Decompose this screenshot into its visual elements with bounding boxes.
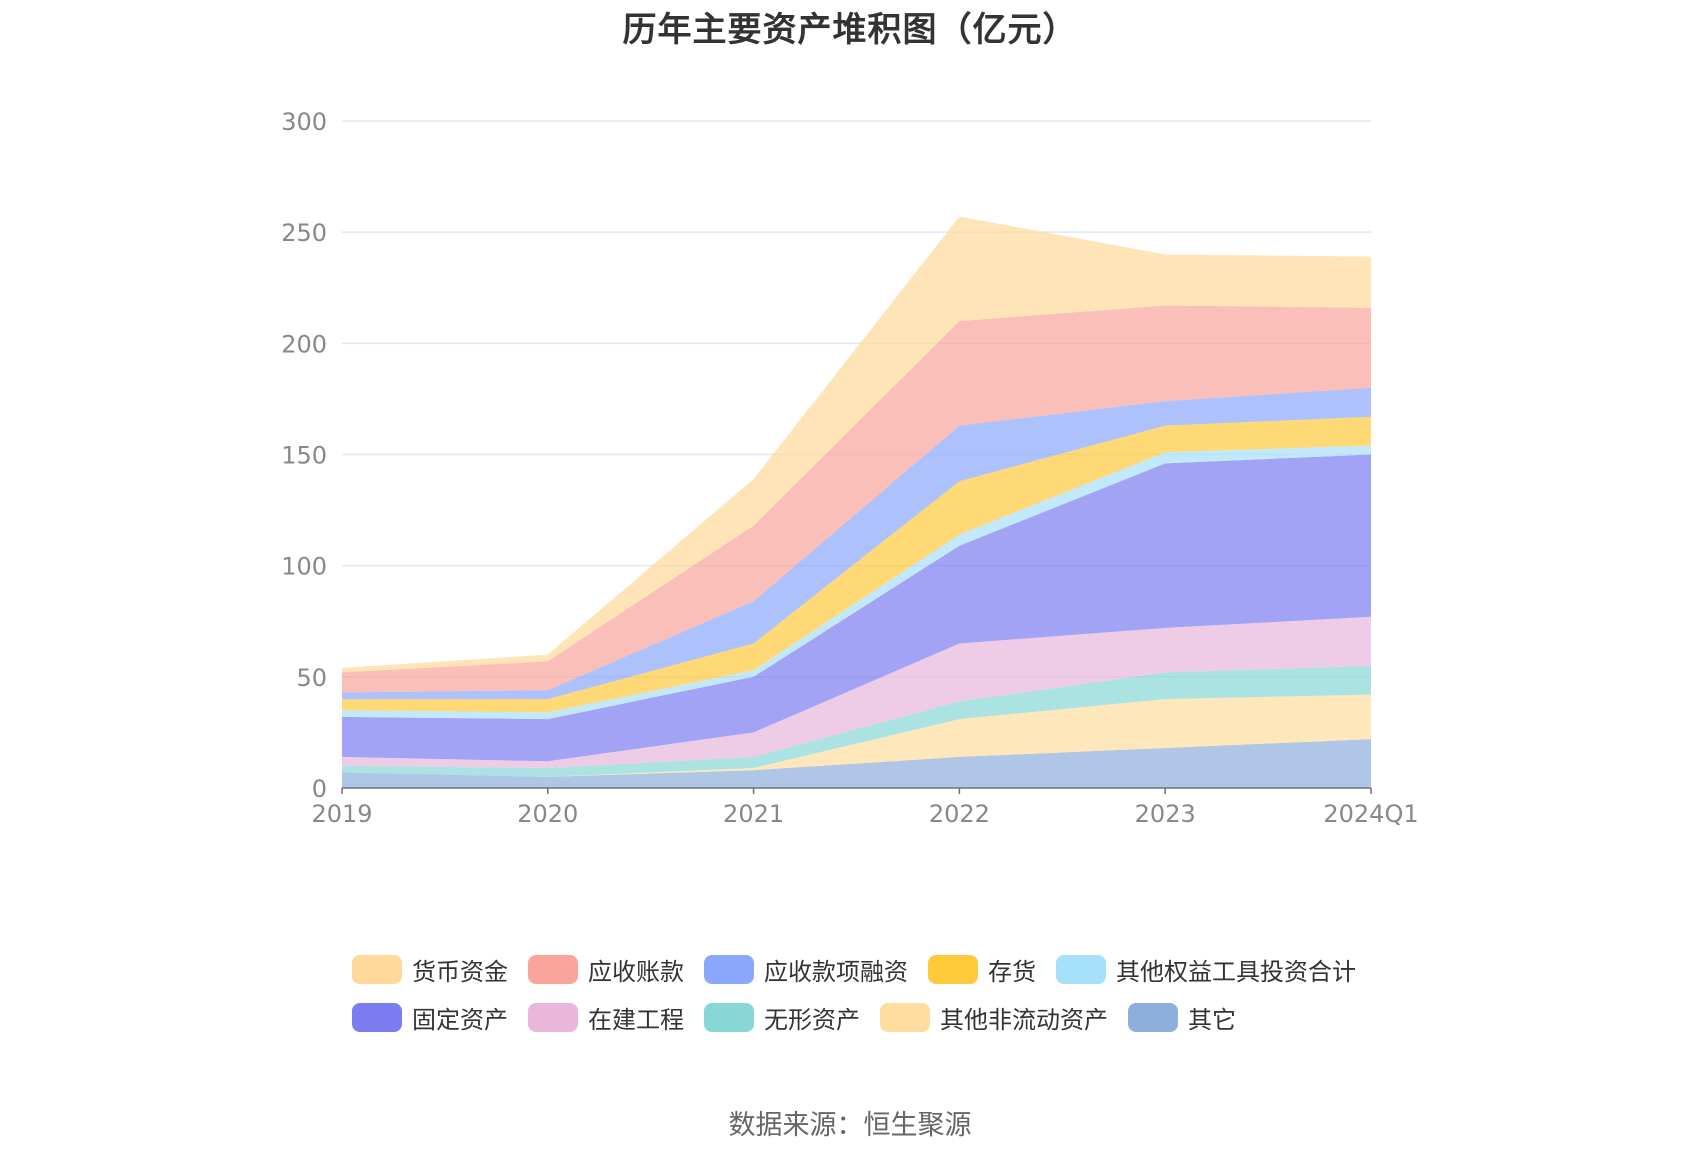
x-tick-label: 2019 (311, 800, 372, 828)
legend-item-construction[interactable]: 在建工程 (528, 1000, 684, 1035)
y-tick-label: 250 (281, 219, 327, 247)
legend-swatch (528, 954, 578, 984)
area-series (342, 216, 1371, 788)
legend-item-equity-investments[interactable]: 其他权益工具投资合计 (1056, 952, 1356, 987)
area-存货 (342, 416, 1371, 713)
y-tick-label: 0 (312, 775, 327, 803)
legend-label: 其他非流动资产 (940, 1005, 1108, 1034)
legend-item-intangibles[interactable]: 无形资产 (704, 1000, 860, 1035)
legend-swatch (704, 1002, 754, 1032)
area-无形资产 (342, 665, 1371, 777)
legend-label: 固定资产 (412, 1005, 508, 1034)
legend-item-cash[interactable]: 货币资金 (352, 952, 508, 987)
area-其它 (342, 739, 1371, 788)
legend-label: 无形资产 (764, 1005, 860, 1034)
area-在建工程 (342, 616, 1371, 768)
legend-swatch (1056, 954, 1106, 984)
legend-row-2: 固定资产 在建工程 无形资产 其他非流动资产 其它 (352, 993, 1402, 1041)
legend-label: 其他权益工具投资合计 (1116, 957, 1356, 986)
x-tick-label: 2022 (929, 800, 990, 828)
area-货币资金 (342, 216, 1371, 673)
legend-item-other-noncurrent[interactable]: 其他非流动资产 (880, 1000, 1108, 1035)
legend-item-inventory[interactable]: 存货 (928, 952, 1036, 987)
x-tick-label: 2024Q1 (1323, 800, 1418, 828)
x-tick-label: 2020 (517, 800, 578, 828)
x-tick-label: 2023 (1135, 800, 1196, 828)
y-tick-label: 50 (296, 664, 327, 692)
legend-swatch (880, 1002, 930, 1032)
legend-label: 应收账款 (588, 957, 684, 986)
y-tick-labels: 0 50 100 150 200 250 300 (281, 108, 327, 803)
chart-title: 历年主要资产堆积图（亿元） (622, 10, 1078, 50)
y-tick-label: 200 (281, 330, 327, 358)
legend-label: 货币资金 (412, 957, 508, 986)
legend-label: 应收款项融资 (764, 957, 908, 986)
legend-item-receivables-financing[interactable]: 应收款项融资 (704, 952, 908, 987)
legend-label: 在建工程 (588, 1005, 684, 1034)
y-tick-label: 300 (281, 108, 327, 136)
legend-swatch (928, 954, 978, 984)
data-source: 数据来源：恒生聚源 (728, 1110, 972, 1141)
legend-item-receivables[interactable]: 应收账款 (528, 952, 684, 987)
legend: 货币资金 应收账款 应收款项融资 存货 其他权益工具投资合计 固定资产 在建工程 (352, 945, 1402, 1041)
area-应收账款 (342, 305, 1371, 693)
x-tick-labels: 2019 2020 2021 2022 2023 2024Q1 (311, 800, 1418, 828)
area-其他非流动资产 (342, 694, 1371, 777)
legend-swatch (1128, 1002, 1178, 1032)
legend-swatch (352, 954, 402, 984)
legend-swatch (528, 1002, 578, 1032)
y-tick-label: 100 (281, 553, 327, 581)
legend-swatch (352, 1002, 402, 1032)
legend-swatch (704, 954, 754, 984)
x-axis (341, 787, 1372, 794)
legend-label: 存货 (988, 957, 1036, 986)
legend-label: 其它 (1188, 1005, 1236, 1034)
area-固定资产 (342, 454, 1371, 762)
x-tick-label: 2021 (723, 800, 784, 828)
y-tick-label: 150 (281, 442, 327, 470)
area-应收款项融资 (342, 387, 1371, 700)
legend-item-other[interactable]: 其它 (1128, 1000, 1236, 1035)
legend-item-fixed-assets[interactable]: 固定资产 (352, 1000, 508, 1035)
legend-row-1: 货币资金 应收账款 应收款项融资 存货 其他权益工具投资合计 (352, 945, 1402, 993)
